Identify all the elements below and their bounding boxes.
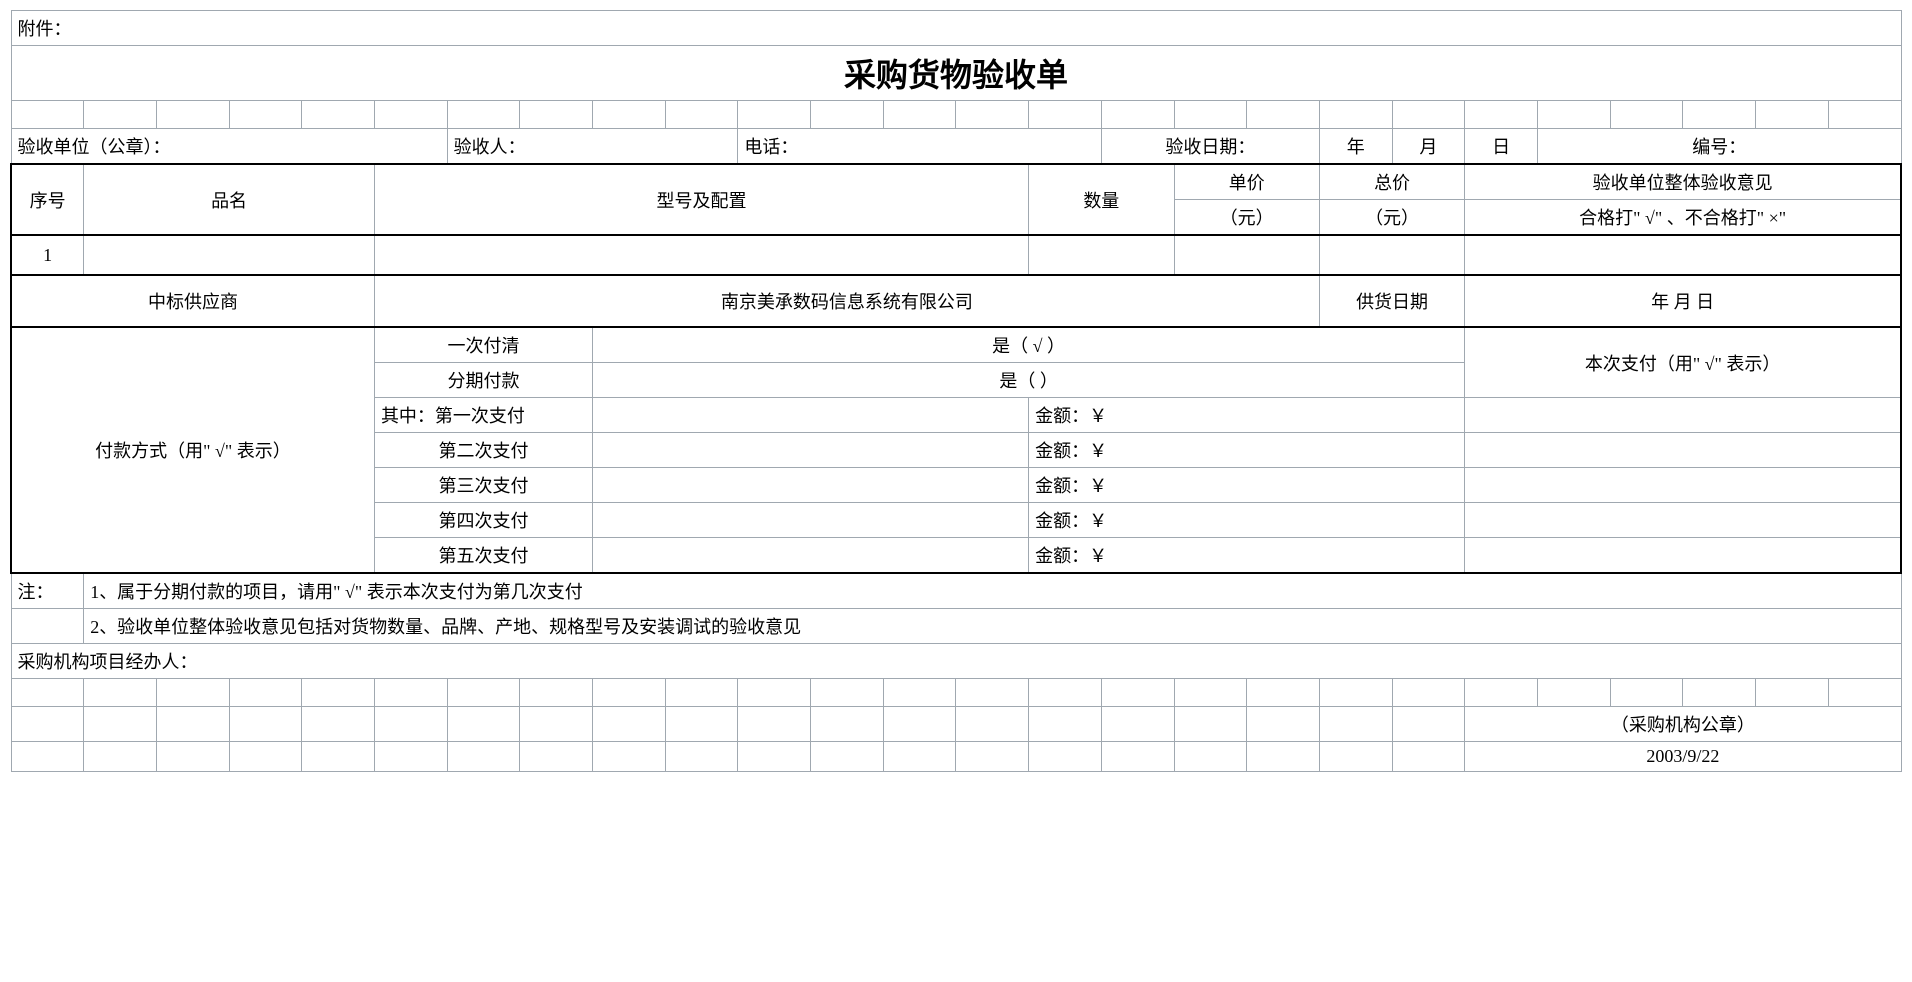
col-price-top: 单价 [1174,164,1319,200]
note-1: 1、属于分期付款的项目，请用" √" 表示本次支付为第几次支付 [84,573,1901,609]
form-title: 采购货物验收单 [11,46,1901,101]
pay-row-2-blank[interactable] [593,433,1029,468]
pay-row-1-label: 其中：第一次支付 [374,398,592,433]
accept-date-label: 验收日期： [1101,129,1319,165]
pay-row-4-amount: 金额：￥ [1029,503,1465,538]
pay-row-5-mark[interactable] [1465,538,1901,574]
pay-row-3-blank[interactable] [593,468,1029,503]
day-label: 日 [1465,129,1538,165]
deliver-date-label: 供货日期 [1319,275,1464,327]
note-2: 2、验收单位整体验收意见包括对货物数量、品牌、产地、规格型号及安装调试的验收意见 [84,609,1901,644]
col-total-top: 总价 [1319,164,1464,200]
supplier-value: 南京美承数码信息系统有限公司 [374,275,1319,327]
acceptance-form: 附件： 采购货物验收单 验收单位（公章）： 验收人： 电话： 验收日期： 年 月… [10,10,1902,772]
payment-method-label: 付款方式（用" √" 表示） [11,327,374,573]
pay-full-label: 一次付清 [374,327,592,363]
handler-label: 采购机构项目经办人： [11,644,1901,679]
number-label: 编号： [1537,129,1901,165]
attachment-label: 附件： [11,11,1901,46]
unit-seal-label: 验收单位（公章）： [11,129,447,165]
pay-row-5-label: 第五次支付 [374,538,592,574]
note-label: 注： [11,573,84,609]
pay-row-3-mark[interactable] [1465,468,1901,503]
pay-row-5-blank[interactable] [593,538,1029,574]
pay-row-2-mark[interactable] [1465,433,1901,468]
cell-total[interactable] [1319,235,1464,275]
col-seq: 序号 [11,164,84,235]
pay-row-4-mark[interactable] [1465,503,1901,538]
year-label: 年 [1319,129,1392,165]
col-opinion-top: 验收单位整体验收意见 [1465,164,1901,200]
pay-install-label: 分期付款 [374,363,592,398]
month-label: 月 [1392,129,1465,165]
cell-price[interactable] [1174,235,1319,275]
pay-row-1-amount: 金额：￥ [1029,398,1465,433]
seal-label: （采购机构公章） [1465,707,1901,742]
date-value: 2003/9/22 [1465,742,1901,772]
receiver-label: 验收人： [447,129,738,165]
phone-label: 电话： [738,129,1101,165]
pay-row-1-blank[interactable] [593,398,1029,433]
pay-install-value: 是（ ） [593,363,1465,398]
pay-full-value: 是（ √ ） [593,327,1465,363]
cell-name[interactable] [84,235,375,275]
pay-row-1-mark[interactable] [1465,398,1901,433]
this-pay-label: 本次支付（用" √" 表示） [1465,327,1901,398]
col-opinion-bot: 合格打" √" 、不合格打" ×" [1465,200,1901,236]
cell-opinion[interactable] [1465,235,1901,275]
pay-row-5-amount: 金额：￥ [1029,538,1465,574]
col-name: 品名 [84,164,375,235]
pay-row-3-amount: 金额：￥ [1029,468,1465,503]
cell-seq: 1 [11,235,84,275]
col-price-bot: （元） [1174,200,1319,236]
cell-qty[interactable] [1029,235,1174,275]
pay-row-2-label: 第二次支付 [374,433,592,468]
deliver-date-value: 年 月 日 [1465,275,1901,327]
pay-row-4-blank[interactable] [593,503,1029,538]
cell-model[interactable] [374,235,1028,275]
pay-row-4-label: 第四次支付 [374,503,592,538]
supplier-label: 中标供应商 [11,275,374,327]
col-total-bot: （元） [1319,200,1464,236]
col-qty: 数量 [1029,164,1174,235]
pay-row-3-label: 第三次支付 [374,468,592,503]
pay-row-2-amount: 金额：￥ [1029,433,1465,468]
col-model: 型号及配置 [374,164,1028,235]
